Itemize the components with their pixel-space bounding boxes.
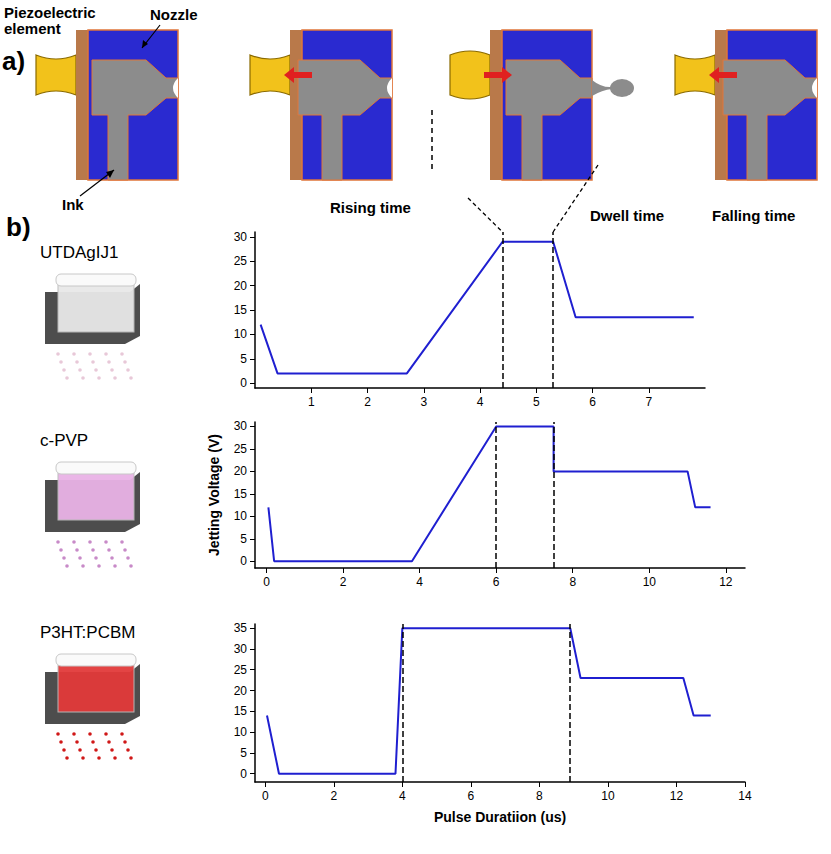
svg-text:12: 12 — [670, 789, 684, 803]
svg-text:5: 5 — [240, 746, 247, 760]
svg-text:30: 30 — [234, 419, 248, 433]
svg-text:5: 5 — [240, 532, 247, 546]
svg-text:0: 0 — [240, 767, 247, 781]
svg-text:Ink: Ink — [62, 196, 84, 213]
svg-text:0: 0 — [262, 789, 269, 803]
svg-text:UTDAgIJ1: UTDAgIJ1 — [40, 243, 118, 262]
svg-text:3: 3 — [420, 395, 427, 409]
svg-text:20: 20 — [234, 464, 248, 478]
svg-text:20: 20 — [234, 279, 248, 293]
svg-text:6: 6 — [589, 395, 596, 409]
svg-text:25: 25 — [234, 442, 248, 456]
svg-text:8: 8 — [569, 575, 576, 589]
svg-text:5: 5 — [533, 395, 540, 409]
svg-text:6: 6 — [468, 789, 475, 803]
svg-text:1: 1 — [308, 395, 315, 409]
svg-text:2: 2 — [330, 789, 337, 803]
svg-text:35: 35 — [234, 621, 248, 635]
svg-text:30: 30 — [234, 642, 248, 656]
svg-text:4: 4 — [399, 789, 406, 803]
svg-text:25: 25 — [234, 254, 248, 268]
svg-text:30: 30 — [234, 230, 248, 244]
svg-text:Jetting Voltage (V): Jetting Voltage (V) — [206, 434, 222, 556]
svg-text:Falling time: Falling time — [712, 207, 795, 224]
svg-text:6: 6 — [493, 575, 500, 589]
svg-text:14: 14 — [738, 789, 752, 803]
svg-text:b): b) — [6, 212, 31, 242]
svg-text:0: 0 — [240, 554, 247, 568]
svg-text:10: 10 — [643, 575, 657, 589]
svg-text:7: 7 — [645, 395, 652, 409]
svg-text:10: 10 — [234, 725, 248, 739]
svg-text:P3HT:PCBM: P3HT:PCBM — [40, 623, 135, 642]
svg-text:Piezoelectric: Piezoelectric — [4, 4, 96, 21]
svg-text:10: 10 — [234, 327, 248, 341]
svg-text:Dwell time: Dwell time — [590, 207, 664, 224]
svg-text:4: 4 — [416, 575, 423, 589]
svg-text:20: 20 — [234, 684, 248, 698]
svg-text:2: 2 — [364, 395, 371, 409]
svg-text:element: element — [4, 20, 61, 37]
svg-text:0: 0 — [240, 376, 247, 390]
svg-text:0: 0 — [263, 575, 270, 589]
svg-text:15: 15 — [234, 704, 248, 718]
svg-text:c-PVP: c-PVP — [40, 431, 88, 450]
svg-text:2: 2 — [340, 575, 347, 589]
svg-text:Pulse Duratiion (us): Pulse Duratiion (us) — [434, 809, 566, 825]
svg-text:8: 8 — [536, 789, 543, 803]
svg-text:5: 5 — [240, 352, 247, 366]
svg-text:12: 12 — [719, 575, 733, 589]
svg-text:Rising time: Rising time — [330, 199, 411, 216]
svg-text:10: 10 — [601, 789, 615, 803]
svg-text:15: 15 — [234, 487, 248, 501]
svg-text:25: 25 — [234, 663, 248, 677]
svg-text:4: 4 — [477, 395, 484, 409]
svg-text:10: 10 — [234, 509, 248, 523]
svg-text:a): a) — [2, 46, 25, 76]
svg-text:Nozzle: Nozzle — [150, 6, 198, 23]
svg-text:15: 15 — [234, 303, 248, 317]
